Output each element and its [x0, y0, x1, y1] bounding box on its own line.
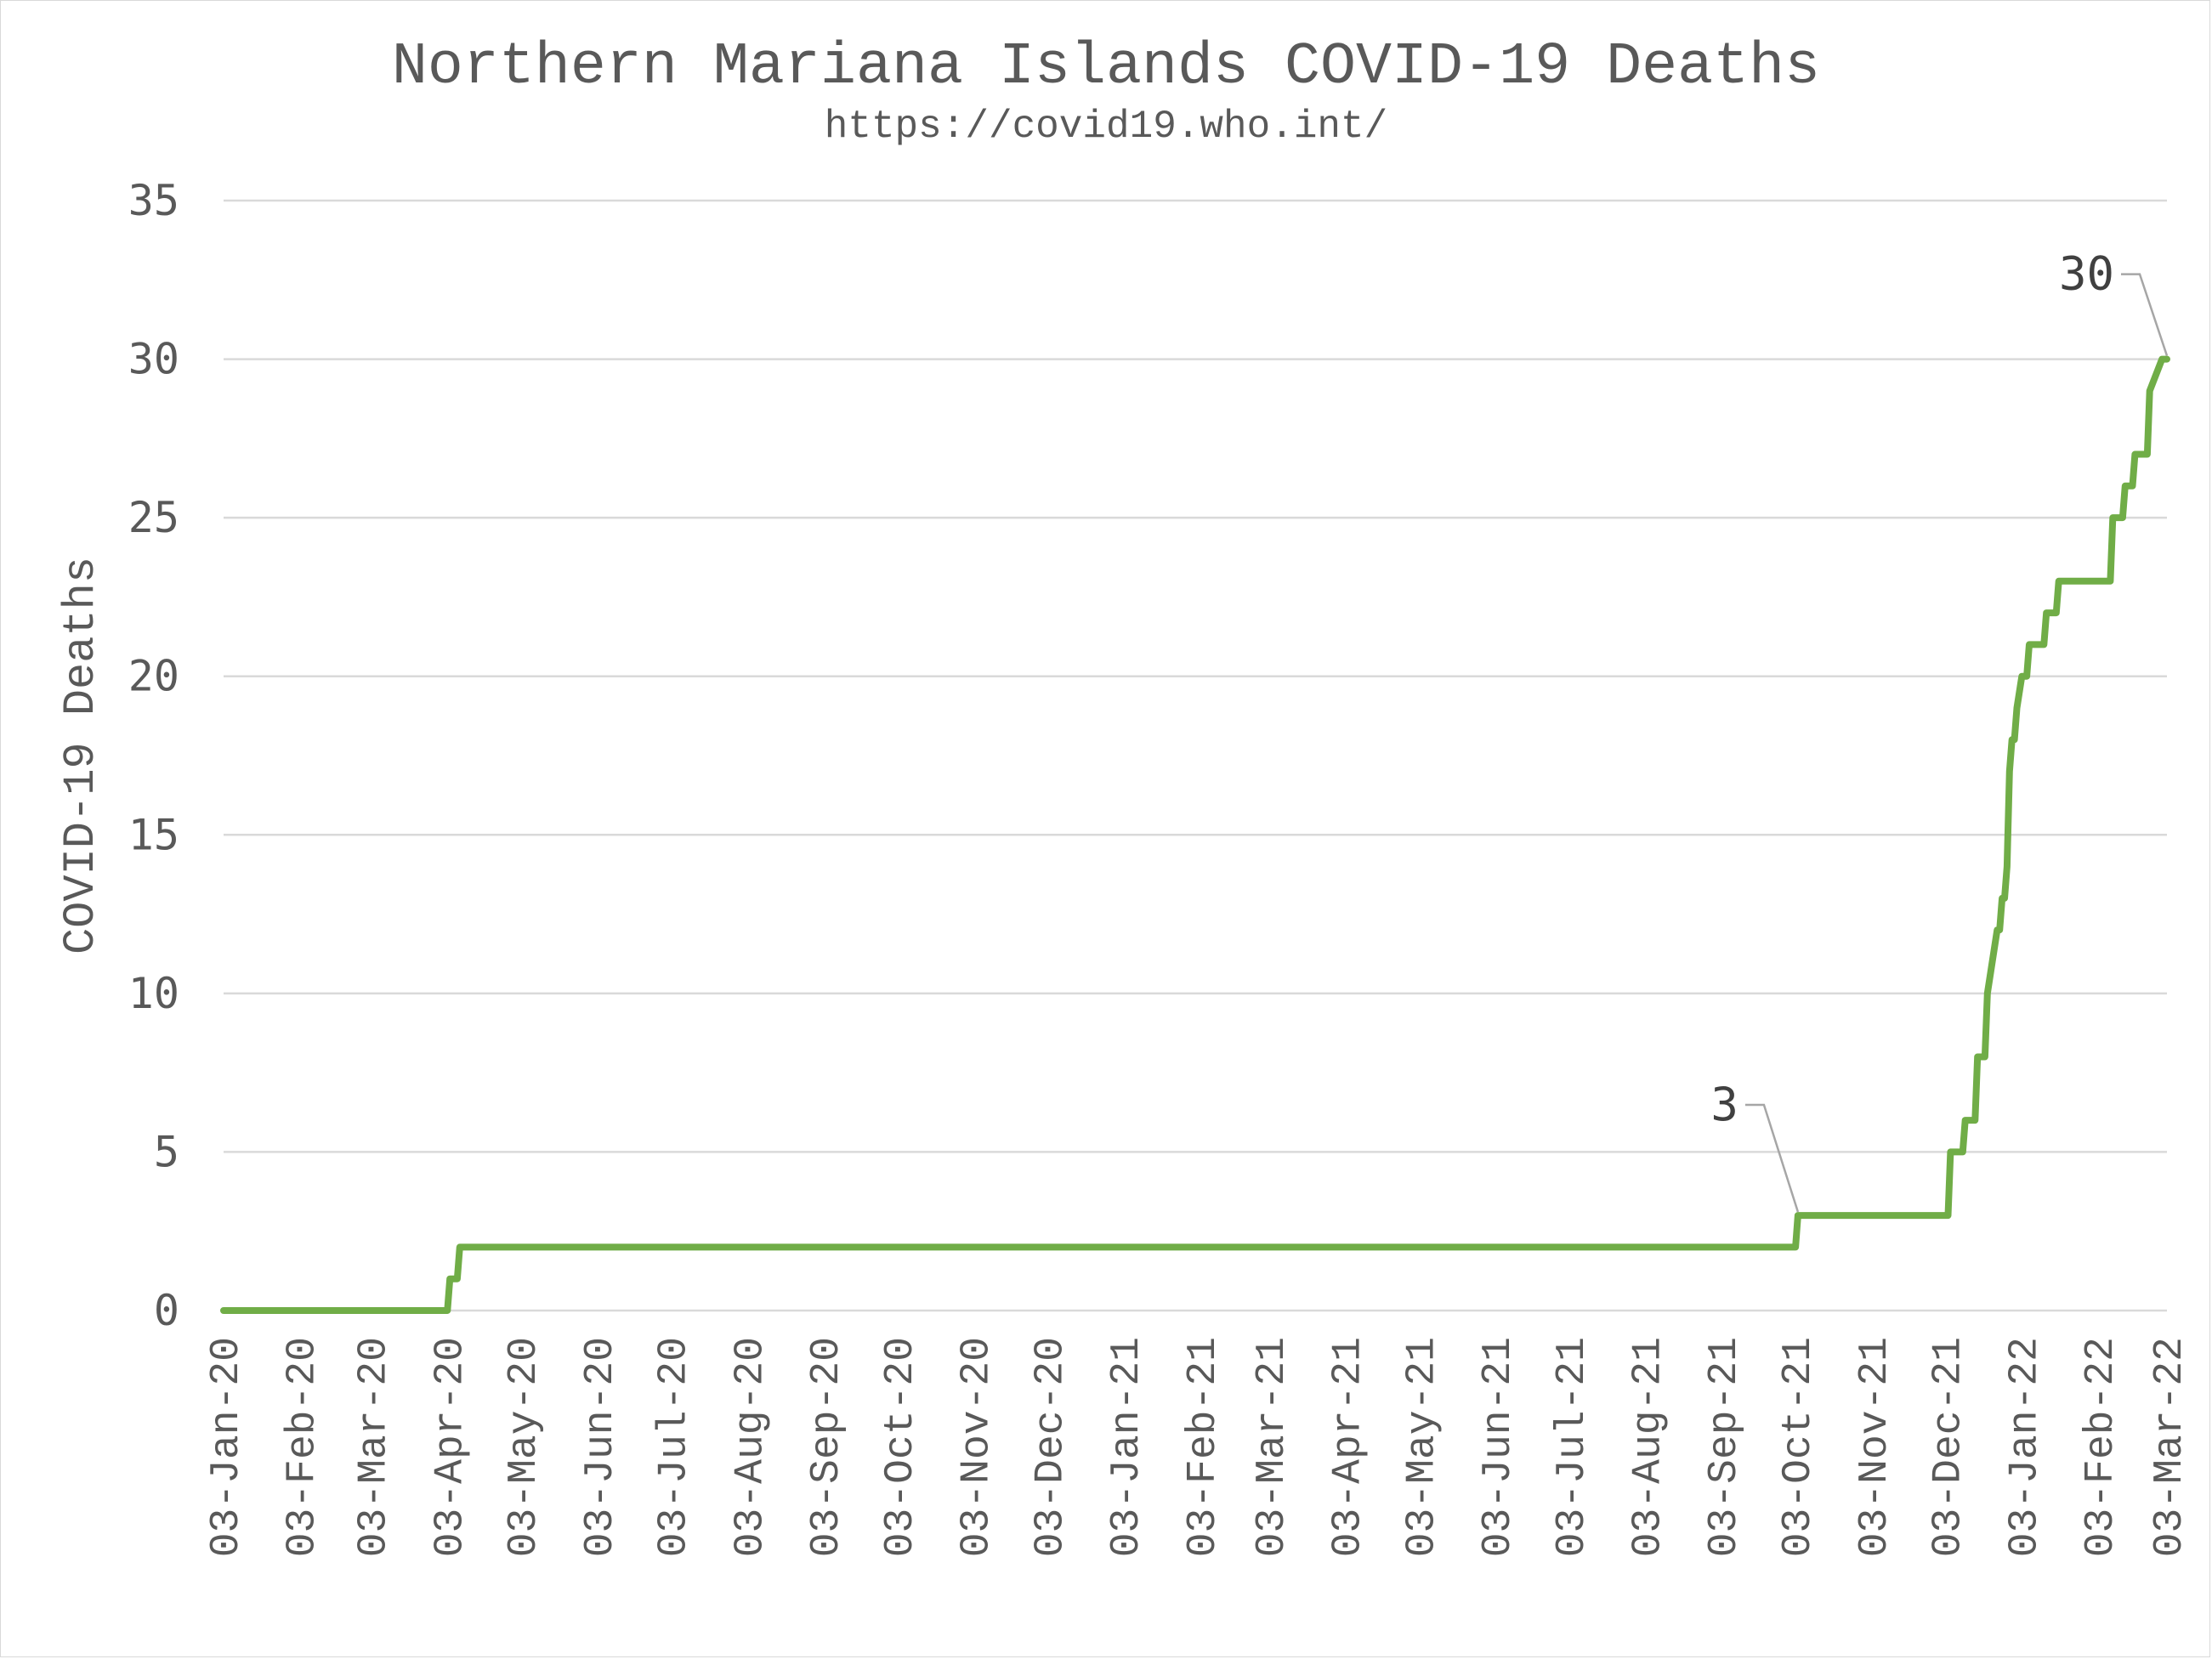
y-axis-label: COVID-19 Deaths: [56, 557, 106, 954]
data-point: [2058, 580, 2060, 582]
y-tick-label: 15: [128, 810, 179, 859]
gridlines: [224, 199, 2167, 1312]
data-point: [2161, 359, 2163, 360]
x-tick-label: 03-Jul-21: [1550, 1337, 1596, 1557]
y-axis-ticks: 0 5 10 15 20 25 30 35: [128, 176, 179, 1335]
y-tick-label: 30: [128, 335, 179, 384]
x-tick-label: 03-May-21: [1399, 1337, 1445, 1557]
y-tick-label: 20: [128, 652, 179, 701]
data-point: [1996, 929, 1998, 931]
annotation-label: 3: [1710, 1078, 1738, 1131]
data-point: [2023, 676, 2025, 677]
x-tick-label: 03-Dec-21: [1926, 1337, 1972, 1557]
data-point: [1977, 1056, 1978, 1057]
data-point: [1974, 1119, 1976, 1121]
data-point: [2006, 866, 2008, 868]
data-point: [2065, 580, 2067, 582]
data-point: [1999, 929, 2000, 931]
data-point: [2131, 485, 2133, 487]
data-point: [2026, 676, 2028, 677]
x-tick-label: 03-Mar-20: [352, 1337, 398, 1557]
y-tick-label: 25: [128, 493, 179, 542]
x-tick-label: 03-Aug-21: [1626, 1337, 1672, 1557]
chart-title: Northern Mariana Islands COVID-19 Deaths: [392, 34, 1820, 101]
y-tick-label: 5: [154, 1127, 179, 1176]
data-point: [449, 1278, 451, 1280]
x-tick-label: 03-Nov-21: [1852, 1337, 1898, 1557]
data-point: [2031, 643, 2033, 645]
x-tick-label: 03-Mar-21: [1250, 1337, 1296, 1557]
y-tick-label: 35: [128, 176, 179, 225]
data-point: [2014, 739, 2016, 740]
data-point: [1795, 1246, 1796, 1248]
x-tick-label: 03-Mar-22: [2147, 1337, 2193, 1557]
x-tick-label: 03-Nov-20: [955, 1337, 1001, 1557]
x-tick-label: 03-Jan-20: [204, 1337, 250, 1557]
data-point: [2011, 739, 2013, 740]
chart-subtitle: https://covid19.who.int/: [825, 105, 1388, 149]
x-tick-label: 03-Sep-21: [1702, 1337, 1748, 1557]
x-tick-label: 03-Jan-22: [2002, 1337, 2048, 1557]
x-tick-label: 03-Dec-20: [1028, 1337, 1074, 1557]
x-tick-label: 03-Feb-21: [1181, 1337, 1227, 1557]
x-tick-label: 03-Oct-20: [878, 1337, 924, 1557]
data-point: [2016, 707, 2017, 709]
x-tick-label: 03-Apr-21: [1326, 1337, 1372, 1557]
data-point: [2045, 612, 2047, 614]
y-tick-label: 10: [128, 969, 179, 1018]
x-tick-label: 03-Jun-20: [578, 1337, 624, 1557]
data-point: [2009, 771, 2011, 773]
data-point: [2067, 580, 2069, 582]
x-tick-label: 03-Oct-21: [1776, 1337, 1822, 1557]
x-tick-label: 03-Jul-20: [652, 1337, 698, 1557]
series-layer: [220, 355, 2170, 1314]
data-point: [2001, 897, 2003, 899]
data-point: [2166, 359, 2168, 360]
data-point: [2149, 390, 2151, 392]
data-point: [1984, 1056, 1986, 1057]
y-tick-label: 0: [154, 1286, 179, 1335]
annotation-label: 30: [2059, 247, 2114, 301]
data-point: [2043, 643, 2045, 645]
x-tick-label: 03-Jun-21: [1476, 1337, 1522, 1557]
x-tick-label: 03-May-20: [502, 1337, 547, 1557]
x-tick-label: 03-Apr-20: [428, 1337, 474, 1557]
data-point: [1797, 1215, 1799, 1216]
x-tick-label: 03-Feb-20: [281, 1337, 326, 1557]
data-point: [459, 1246, 461, 1248]
data-point: [1987, 993, 1988, 994]
annotation-leader: [2121, 273, 2169, 356]
x-axis-ticks: 03-Jan-20 03-Feb-20 03-Mar-20 03-Apr-20 03-M…: [204, 1337, 2193, 1557]
x-tick-label: 03-Feb-22: [2079, 1337, 2124, 1557]
annotations: 3 30: [1710, 247, 2169, 1213]
annotation-leader: [1744, 1103, 1800, 1213]
data-point: [2028, 643, 2030, 645]
data-point: [2124, 485, 2126, 487]
x-tick-label: 03-Sep-20: [804, 1337, 850, 1557]
data-point: [2109, 580, 2111, 582]
x-tick-label: 03-Aug-20: [728, 1337, 774, 1557]
x-tick-label: 03-Jan-21: [1104, 1337, 1150, 1557]
